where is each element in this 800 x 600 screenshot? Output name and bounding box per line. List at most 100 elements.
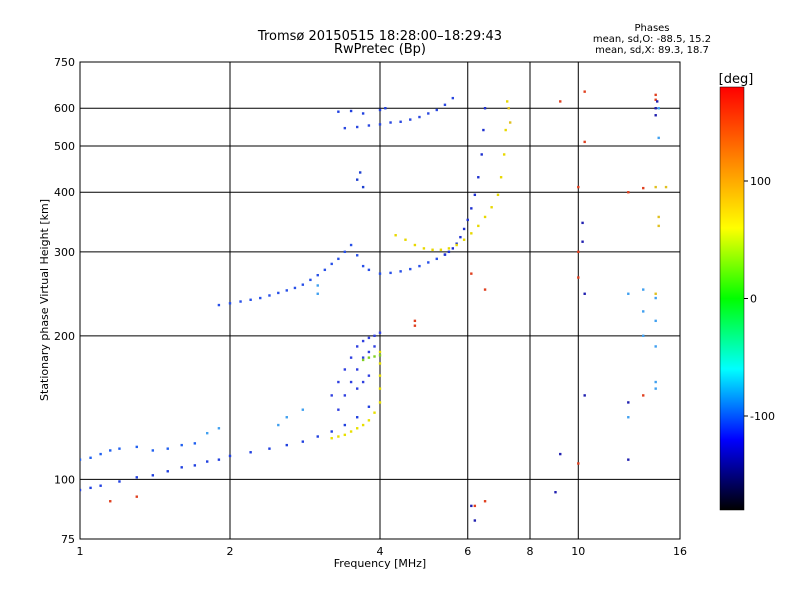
- data-point: [316, 284, 319, 287]
- data-point: [470, 207, 473, 210]
- data-point: [268, 294, 271, 297]
- data-point: [654, 98, 657, 101]
- data-point: [109, 449, 112, 452]
- data-point: [654, 185, 657, 189]
- data-point: [99, 484, 102, 487]
- y-tick-labels: 75 100 200 300 400 500 600 750: [54, 56, 75, 546]
- data-point: [80, 458, 82, 461]
- data-point: [443, 253, 447, 256]
- data-point: [642, 288, 645, 291]
- data-point: [239, 300, 242, 303]
- data-point: [285, 443, 288, 447]
- data-point: [361, 264, 365, 268]
- data-point: [355, 387, 359, 390]
- data-point: [654, 292, 657, 295]
- data-point: [483, 288, 487, 291]
- data-point: [642, 186, 645, 190]
- data-point: [343, 394, 347, 397]
- data-point: [654, 380, 657, 384]
- data-point: [180, 466, 183, 469]
- data-point: [89, 486, 92, 490]
- data-point: [217, 458, 221, 461]
- data-point: [499, 176, 503, 179]
- colorbar: [719, 86, 745, 511]
- data-point: [378, 362, 382, 365]
- data-point: [399, 120, 402, 123]
- data-point: [413, 324, 417, 327]
- data-point: [367, 374, 371, 377]
- data-point: [480, 153, 483, 156]
- data-point: [361, 423, 365, 427]
- data-point: [316, 435, 319, 438]
- y-tick-label: 200: [54, 330, 75, 343]
- data-point: [367, 405, 371, 408]
- data-point: [135, 445, 138, 449]
- data-point: [151, 474, 155, 477]
- data-point: [349, 109, 353, 113]
- data-point: [99, 452, 102, 456]
- data-point: [343, 368, 347, 371]
- data-point: [337, 380, 340, 384]
- data-point: [135, 495, 138, 498]
- y-axis-label: Stationary phase Virtual Height [km]: [38, 199, 51, 401]
- data-point: [627, 401, 630, 404]
- data-point: [378, 331, 382, 334]
- data-point: [455, 242, 458, 245]
- data-point: [249, 451, 252, 454]
- data-point: [409, 267, 412, 271]
- data-point: [343, 423, 347, 427]
- data-point: [166, 447, 169, 450]
- data-point: [431, 248, 434, 251]
- data-point: [409, 118, 412, 121]
- data-point: [664, 185, 668, 189]
- data-point: [349, 380, 353, 384]
- data-point: [367, 336, 371, 340]
- data-point: [349, 356, 353, 359]
- data-point: [337, 408, 340, 411]
- data-point: [228, 454, 232, 458]
- data-point: [323, 268, 327, 272]
- data-point: [301, 440, 305, 443]
- data-point: [355, 427, 359, 430]
- data-point: [577, 185, 580, 189]
- data-point: [205, 431, 209, 435]
- data-point: [330, 394, 333, 397]
- data-point: [378, 387, 382, 390]
- data-point: [285, 416, 288, 419]
- data-point: [455, 243, 458, 247]
- data-point: [228, 302, 232, 305]
- data-point: [394, 234, 397, 237]
- data-point: [554, 491, 557, 494]
- data-point: [399, 270, 402, 273]
- data-point: [627, 292, 630, 295]
- data-point: [404, 238, 407, 241]
- data-point: [413, 319, 417, 323]
- colorbar-label: [deg]: [719, 72, 754, 87]
- data-point: [285, 289, 288, 292]
- data-point: [559, 100, 562, 103]
- x-tick-label: 8: [527, 545, 534, 558]
- data-point: [462, 227, 466, 231]
- data-point: [657, 107, 660, 110]
- data-point: [447, 247, 451, 250]
- data-point: [418, 115, 421, 119]
- data-point: [309, 278, 312, 282]
- data-point: [361, 358, 365, 362]
- data-point: [205, 460, 209, 463]
- data-point: [627, 458, 630, 461]
- data-point: [654, 296, 657, 300]
- data-point: [654, 345, 657, 348]
- data-point: [193, 442, 197, 445]
- data-point: [361, 185, 365, 189]
- data-point: [505, 100, 509, 103]
- data-point: [451, 96, 455, 100]
- data-point: [330, 430, 333, 433]
- data-point: [581, 221, 584, 225]
- x-tick-labels: 1 2 4 6 8 10 16: [77, 545, 688, 558]
- data-point: [80, 488, 82, 492]
- data-point: [367, 124, 371, 127]
- phases-title: Phases: [634, 23, 669, 34]
- data-point: [642, 334, 645, 338]
- data-point: [413, 243, 417, 247]
